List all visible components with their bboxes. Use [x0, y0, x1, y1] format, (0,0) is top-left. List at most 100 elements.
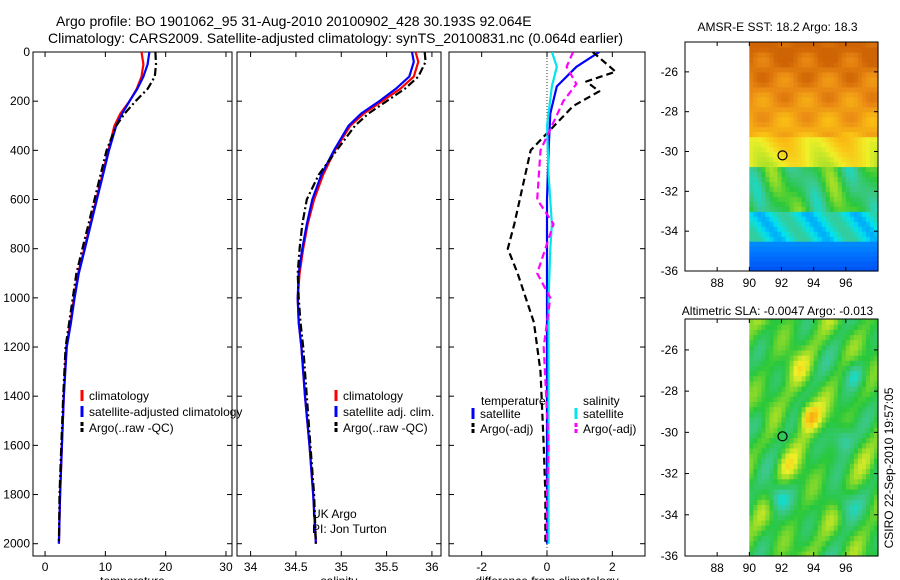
heatmap-cell [865, 416, 871, 423]
heatmap-cell [765, 545, 771, 552]
heatmap-cell [841, 86, 847, 93]
heatmap-cell [785, 181, 791, 187]
heatmap-cell [801, 151, 807, 158]
heatmap-cell [793, 504, 799, 511]
heatmap-cell [749, 401, 754, 408]
heatmap-cell [825, 319, 831, 325]
heatmap-cell [853, 256, 859, 262]
heatmap-cell [857, 401, 863, 408]
heatmap-cell [821, 504, 827, 511]
heatmap-cell [765, 191, 771, 197]
heatmap-cell [849, 540, 855, 547]
heatmap-cell [853, 406, 859, 413]
heatmap-cell [765, 126, 771, 133]
heatmap-cell [765, 161, 771, 168]
heatmap-cell [845, 226, 851, 232]
heatmap-cell [757, 401, 762, 408]
heatmap-cell [793, 432, 799, 439]
heatmap-cell [781, 339, 787, 346]
map-y-tick-label: -36 [661, 264, 679, 278]
heatmap-cell [841, 499, 847, 506]
x-axis-label: temperature [100, 574, 165, 580]
heatmap-cell [753, 422, 758, 428]
heatmap-cell [869, 266, 875, 272]
heatmap-cell [821, 422, 827, 428]
heatmap-cell [789, 256, 795, 262]
heatmap-cell [789, 221, 795, 227]
heatmap-cell [821, 116, 827, 123]
heatmap-cell [801, 530, 807, 536]
heatmap-cell [825, 156, 831, 163]
heatmap-cell [861, 499, 867, 506]
heatmap-cell [845, 201, 851, 207]
heatmap-cell [849, 432, 855, 439]
heatmap-cell [849, 196, 855, 202]
heatmap-cell [817, 141, 823, 148]
heatmap-cell [769, 416, 775, 423]
heatmap-cell [857, 206, 863, 212]
heatmap-cell [805, 171, 811, 178]
heatmap-cell [817, 86, 823, 93]
heatmap-cell [805, 156, 811, 163]
heatmap-cell [829, 519, 835, 526]
heatmap-cell [753, 46, 758, 53]
heatmap-cell [801, 509, 807, 516]
heatmap-cell [869, 344, 875, 351]
heatmap-cell [773, 216, 779, 222]
heatmap-cell [857, 324, 863, 330]
heatmap-cell [801, 121, 807, 128]
heatmap-cell [825, 251, 831, 257]
heatmap-cell [781, 101, 787, 108]
heatmap-cell [805, 355, 811, 361]
heatmap-cell [861, 176, 867, 182]
heatmap-cell [789, 442, 795, 449]
heatmap-cell [785, 442, 791, 449]
heatmap-cell [809, 141, 815, 148]
heatmap-cell [769, 365, 775, 372]
heatmap-cell [825, 519, 831, 526]
heatmap-cell [825, 329, 831, 336]
heatmap-cell [873, 360, 879, 366]
heatmap-cell [749, 121, 754, 128]
heatmap-cell [777, 221, 783, 227]
heatmap-cell [829, 530, 835, 536]
heatmap-cell [857, 334, 863, 341]
heatmap-cell [853, 437, 859, 444]
heatmap-cell [873, 550, 879, 557]
heatmap-cell [765, 344, 771, 351]
legend-entry: Argo(-adj) [583, 422, 636, 436]
heatmap-cell [785, 66, 791, 73]
heatmap-cell [773, 416, 779, 423]
heatmap-cell [825, 46, 831, 53]
heatmap-cell [853, 121, 859, 128]
heatmap-cell [817, 525, 823, 531]
heatmap-cell [785, 191, 791, 197]
heatmap-cell [749, 101, 754, 108]
heatmap-cell [833, 519, 839, 526]
heatmap-cell [749, 375, 754, 382]
heatmap-cell [837, 46, 843, 53]
heatmap-cell [761, 71, 767, 78]
heatmap-cell [857, 365, 863, 372]
heatmap-cell [801, 499, 807, 506]
heatmap-cell [805, 211, 811, 217]
heatmap-cell [753, 489, 758, 495]
heatmap-cell [833, 256, 839, 262]
heatmap-cell [865, 231, 871, 237]
heatmap-cell [789, 339, 795, 346]
heatmap-cell [773, 171, 779, 178]
heatmap-cell [785, 530, 791, 536]
heatmap-cell [857, 76, 863, 83]
heatmap-cell [765, 349, 771, 356]
heatmap-cell [777, 509, 783, 516]
heatmap-cell [761, 319, 767, 325]
heatmap-cell [789, 66, 795, 73]
heatmap-cell [773, 241, 779, 247]
heatmap-cell [765, 463, 771, 470]
heatmap-cell [801, 334, 807, 341]
heatmap-cell [753, 76, 758, 83]
heatmap-cell [817, 246, 823, 252]
heatmap-cell [757, 196, 762, 202]
heatmap-cell [797, 81, 803, 88]
